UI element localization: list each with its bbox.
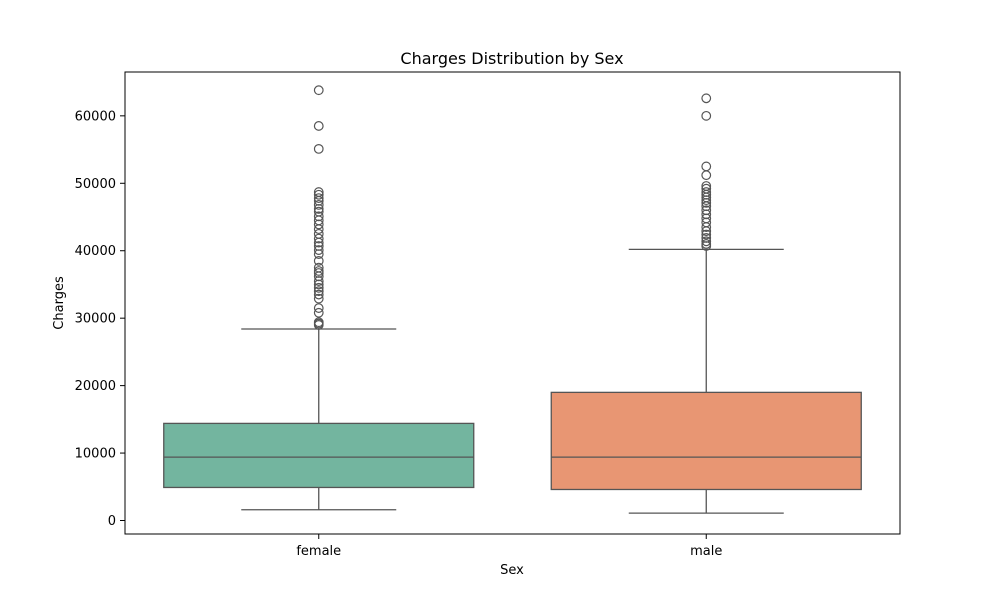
y-tick-label: 60000 (75, 109, 116, 124)
outlier-point (701, 229, 712, 240)
outlier-point (313, 303, 324, 313)
plot-area (163, 85, 862, 514)
outlier-point (701, 233, 712, 243)
outlier-point (313, 189, 324, 200)
outlier-point (313, 262, 324, 273)
outlier-point (313, 187, 324, 197)
y-tick-label: 50000 (75, 177, 116, 192)
x-axis: female male (296, 534, 722, 559)
iqr-box (163, 422, 475, 489)
y-tick-label: 0 (108, 514, 116, 529)
outlier-point (701, 181, 712, 191)
y-tick-label: 30000 (75, 312, 116, 327)
y-axis: 0 10000 20000 30000 40000 50000 60000 (75, 109, 125, 529)
outlier-point (701, 93, 712, 104)
plot-frame (124, 71, 901, 535)
outlier-point (701, 110, 712, 121)
y-tick-label: 10000 (75, 447, 116, 462)
outlier-point (701, 239, 712, 249)
outlier-point (701, 170, 712, 181)
outlier-point (313, 206, 324, 217)
y-tick-label: 40000 (75, 244, 116, 259)
box-group-male (550, 93, 862, 514)
outlier-point (313, 286, 324, 297)
outlier-point (313, 85, 324, 96)
outlier-point (313, 317, 324, 328)
x-axis-label: Sex (500, 563, 524, 578)
x-tick-label: female (296, 544, 341, 559)
outlier-point (313, 228, 324, 239)
y-tick-label: 20000 (75, 379, 116, 394)
chart-title: Charges Distribution by Sex (400, 49, 623, 68)
outlier-point (701, 161, 712, 172)
outlier-point (701, 183, 712, 194)
outlier-point (313, 255, 324, 266)
outlier-point (701, 205, 712, 216)
outlier-point (313, 282, 324, 293)
outlier-point (313, 233, 324, 244)
outlier-point (701, 236, 712, 247)
outlier-point (313, 307, 324, 318)
box-group-female (163, 85, 475, 511)
outlier-point (313, 293, 324, 304)
outlier-point (701, 187, 712, 197)
x-tick-label: male (690, 544, 722, 559)
outlier-point (313, 289, 324, 300)
outlier-point (313, 211, 324, 222)
y-axis-label: Charges (52, 276, 67, 330)
outlier-point (313, 193, 324, 204)
outlier-point (313, 121, 324, 131)
outlier-point (313, 143, 324, 154)
outlier-point (313, 199, 324, 210)
outlier-point (313, 245, 324, 255)
outlier-point (313, 266, 324, 276)
iqr-box (550, 391, 862, 491)
outlier-point (313, 241, 324, 251)
